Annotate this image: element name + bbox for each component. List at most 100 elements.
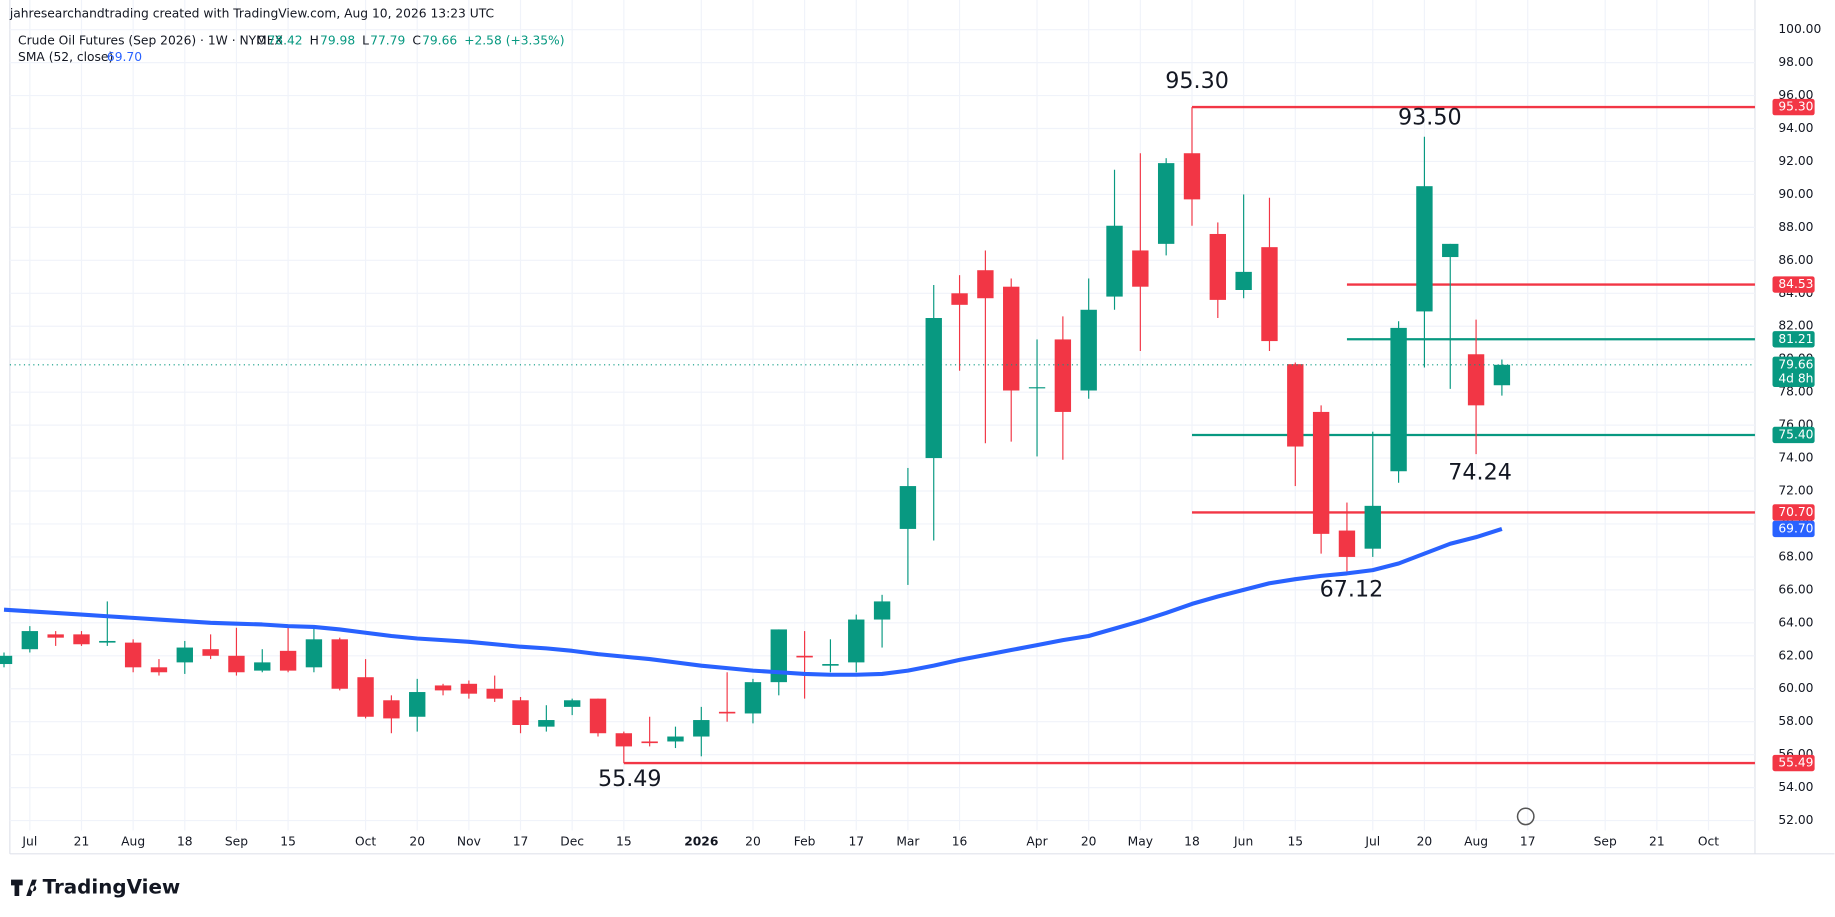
level-tag [1772,426,1815,444]
candle-body [1364,505,1381,549]
legend-change: +2.58 (+3.35%) [464,33,564,47]
level-tag [1772,98,1815,116]
y-tick-label: 68.00 [1778,549,1813,563]
sma-legend: SMA (52, close) [18,50,113,64]
annotation: 95.30 [1165,68,1229,94]
x-tick-label: Oct [355,835,376,849]
legend-prefix: C [412,33,421,47]
candle-body [73,634,90,645]
candle-body [1054,339,1072,412]
x-tick-label: Jun [1233,835,1253,849]
candle-body [383,700,400,719]
candle-body [357,677,374,717]
candle-body [951,293,968,305]
replay-icon[interactable] [1516,807,1535,826]
y-tick-label: 60.00 [1778,681,1813,695]
candle-body [1287,364,1304,447]
legend-prefix: L [362,33,369,47]
candle-body [641,741,658,744]
candle-body [305,639,323,668]
candle-body [47,634,64,638]
candle-body [254,662,271,671]
y-tick-label: 72.00 [1778,484,1813,498]
x-tick-label: 20 [1081,835,1097,849]
legend-value: 78.42 [267,33,302,47]
candle-body [512,700,529,725]
level-tag [1772,331,1815,348]
candle-body [331,639,348,689]
legend-title: Crude Oil Futures (Sep 2026) · 1W · NYME… [18,33,283,47]
level-tag [1772,276,1815,293]
level-tag-label: 81.21 [1778,332,1813,346]
legend-value: 77.79 [370,33,405,47]
candle-body [899,486,917,529]
x-tick-label: Sep [1594,835,1617,849]
x-tick-label: Jul [21,835,37,849]
logo: TradingView [11,875,180,898]
y-tick-label: 96.00 [1778,88,1813,102]
x-tick-label: 18 [177,835,193,849]
candle-body [1467,354,1485,406]
candle-body [21,631,39,650]
level-tag-label: 75.40 [1778,427,1813,441]
level-tag [1772,754,1815,772]
candle-body [1493,364,1511,386]
x-tick-label: 18 [1184,835,1200,849]
candle-body [279,650,297,671]
brand: TradingView [43,875,181,898]
candle-body [1338,530,1356,557]
x-tick-label: Aug [121,835,145,849]
level-tag-label: 55.49 [1778,756,1813,770]
candle-body [1183,153,1201,200]
candle-body [1416,186,1433,312]
y-tick-label: 90.00 [1778,187,1813,201]
x-tick-label: Oct [1698,835,1719,849]
y-tick-label: 62.00 [1778,648,1813,662]
level-tag [1772,504,1815,521]
y-tick-label: 52.00 [1778,813,1813,827]
candle-body [1390,327,1407,472]
y-tick-label: 74.00 [1778,451,1813,465]
y-tick-label: 88.00 [1778,220,1813,234]
x-tick-label: 20 [1417,835,1433,849]
candle-body [1442,243,1459,258]
x-tick-label: 17 [513,835,529,849]
x-tick-label: 20 [745,835,761,849]
level-tag-label: 84.53 [1778,277,1813,291]
candle-body [124,642,142,668]
last-price-label: 79.66 [1778,357,1813,371]
candle-body [744,682,762,714]
x-tick-label: Feb [794,835,816,849]
y-tick-label: 100.00 [1778,22,1821,36]
candle-body [460,683,478,694]
legend-value: 79.66 [422,33,457,47]
y-tick-label: 58.00 [1778,714,1813,728]
x-tick-label: 15 [616,835,632,849]
y-tick-label: 86.00 [1778,253,1813,267]
x-tick-label: 21 [74,835,90,849]
x-tick-label: Mar [896,835,920,849]
x-tick-label: 15 [1287,835,1303,849]
x-tick-label: Sep [225,835,248,849]
header: jahresearchandtrading created with Tradi… [9,7,494,21]
sma-tag-label: 69.70 [1778,521,1813,535]
y-tick-label: 98.00 [1778,55,1813,69]
candle-body [770,629,787,683]
sma-legend-value: 69.70 [107,50,142,64]
candle-body [1312,411,1330,534]
sma-line [3,526,1503,677]
x-tick-label: 2026 [684,835,718,849]
candle-body [0,655,13,665]
legend-prefix: O [257,33,267,47]
candle-body [1080,309,1097,391]
level-tag-label: 95.30 [1778,100,1813,114]
x-tick-label: 17 [1520,835,1536,849]
candle-body [796,655,813,658]
x-tick-label: Nov [457,835,481,849]
x-tick-label: 21 [1649,835,1665,849]
candle-body [228,655,245,673]
y-tick-label: 66.00 [1778,582,1813,596]
candle-body [589,698,607,734]
x-tick-label: 17 [848,835,864,849]
